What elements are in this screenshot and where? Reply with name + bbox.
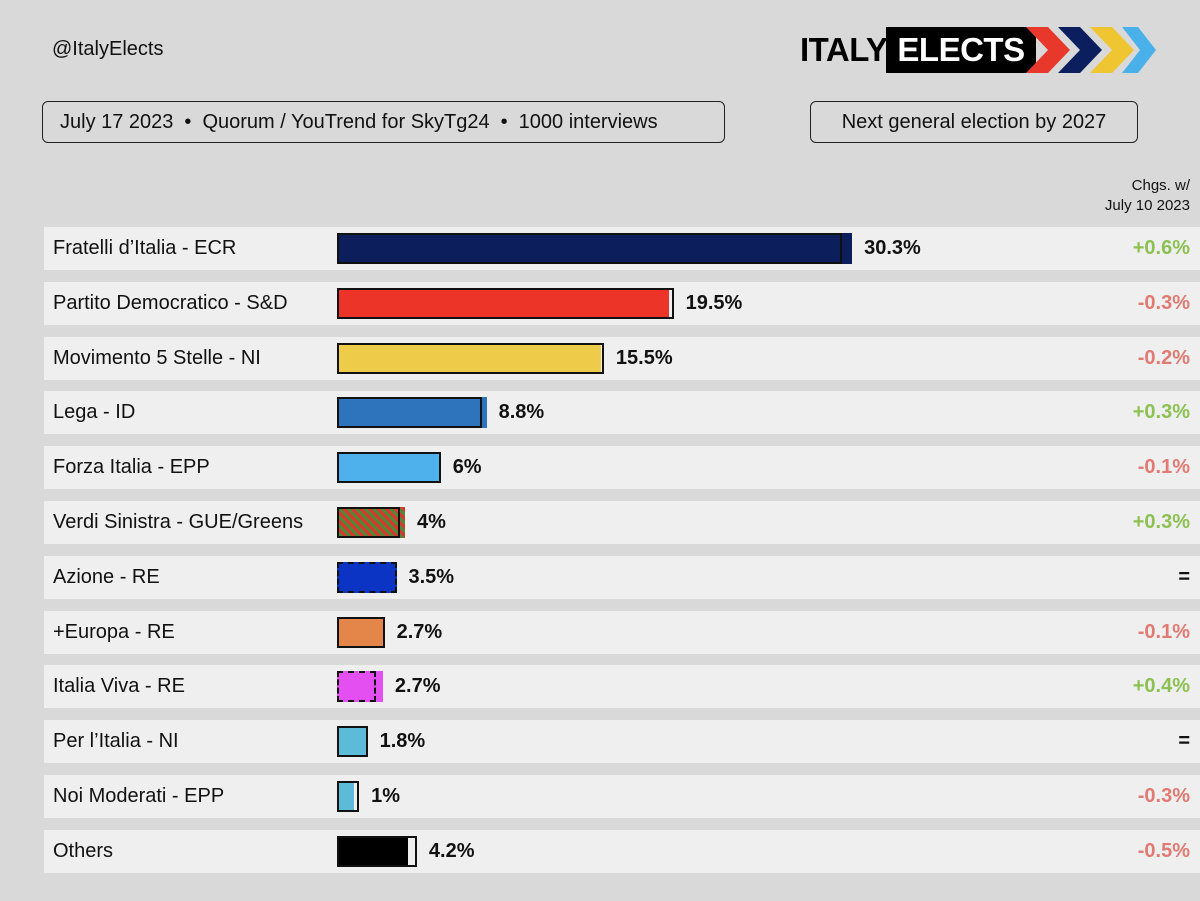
previous-value-outline xyxy=(337,835,417,867)
poll-info-box: July 17 2023 • Quorum / YouTrend for Sky… xyxy=(42,101,725,143)
bar-others xyxy=(337,835,409,867)
previous-value-outline xyxy=(337,561,397,593)
value-label: 1% xyxy=(371,785,400,807)
separator-dot: • xyxy=(500,110,508,133)
bar-movimento-5-stelle-ni xyxy=(337,342,601,374)
party-label: Movimento 5 Stelle - NI xyxy=(53,346,261,369)
party-label: Per l’Italia - NI xyxy=(53,730,179,753)
change-value: = xyxy=(1178,730,1190,753)
previous-value-outline xyxy=(337,452,441,484)
value-label: 2.7% xyxy=(396,620,443,643)
previous-value-outline xyxy=(337,287,674,319)
change-value: -0.2% xyxy=(1137,346,1190,369)
previous-value-outline xyxy=(337,616,385,648)
changes-header-line2: July 10 2023 xyxy=(1104,197,1190,214)
previous-value-outline xyxy=(337,781,360,812)
party-label: Lega - ID xyxy=(53,401,136,424)
bar-noi-moderati-epp xyxy=(337,781,354,812)
party-label: Forza Italia - EPP xyxy=(53,456,210,479)
bar-forza-italia-epp xyxy=(337,452,439,484)
twitter-handle: @ItalyElects xyxy=(52,38,164,60)
change-value: +0.6% xyxy=(1132,237,1190,259)
previous-value-outline xyxy=(337,507,400,538)
previous-value-outline xyxy=(337,671,377,703)
party-row-noi-moderati-epp: Noi Moderati - EPP 1% -0.3% xyxy=(44,775,1200,818)
party-row-lega-id: Lega - ID 8.8% +0.3% xyxy=(44,391,1200,435)
previous-value-outline xyxy=(337,726,368,758)
bar-verdi-sinistra-gue-greens xyxy=(337,507,405,538)
party-row-movimento-5-stelle-ni: Movimento 5 Stelle - NI 15.5% -0.2% xyxy=(44,336,1200,380)
previous-value-outline xyxy=(337,342,604,374)
value-label: 15.5% xyxy=(615,346,673,369)
bar-lega-id xyxy=(337,397,487,429)
value-label: 4% xyxy=(417,511,446,533)
change-value: -0.1% xyxy=(1137,620,1190,643)
change-value: +0.3% xyxy=(1132,401,1190,424)
party-row-others: Others 4.2% -0.5% xyxy=(44,829,1200,873)
party-label: +Europa - RE xyxy=(53,620,175,643)
change-value: -0.3% xyxy=(1137,291,1190,314)
bar-fratelli-d-italia-ecr xyxy=(337,233,853,264)
value-label: 1.8% xyxy=(379,730,426,753)
change-value: -0.3% xyxy=(1137,785,1190,807)
party-label: Azione - RE xyxy=(53,565,160,588)
change-value: +0.3% xyxy=(1132,511,1190,533)
logo-chevrons-icon xyxy=(1026,27,1156,73)
bar-azione-re xyxy=(337,561,397,593)
previous-value-outline xyxy=(337,397,482,429)
bar-europa-re xyxy=(337,616,383,648)
change-value: -0.5% xyxy=(1137,839,1190,862)
pollster: Quorum / YouTrend for SkyTg24 xyxy=(202,110,490,133)
party-row-fratelli-d-italia-ecr: Fratelli d’Italia - ECR 30.3% +0.6% xyxy=(44,227,1200,270)
value-label: 8.8% xyxy=(498,401,545,424)
separator-dot: • xyxy=(184,110,192,133)
logo-elects-text: ELECTS xyxy=(886,27,1036,73)
party-row-per-l-italia-ni: Per l’Italia - NI 1.8% = xyxy=(44,720,1200,764)
bar-per-l-italia-ni xyxy=(337,726,368,758)
party-label: Noi Moderati - EPP xyxy=(53,785,225,807)
party-label: Partito Democratico - S&D xyxy=(53,291,288,314)
party-label: Italia Viva - RE xyxy=(53,675,185,698)
italy-elects-logo: ITALY ELECTS xyxy=(800,27,1160,73)
party-row-azione-re: Azione - RE 3.5% = xyxy=(44,555,1200,599)
party-row-forza-italia-epp: Forza Italia - EPP 6% -0.1% xyxy=(44,446,1200,490)
change-value: +0.4% xyxy=(1132,675,1190,698)
poll-date: July 17 2023 xyxy=(60,110,174,133)
next-election-box: Next general election by 2027 xyxy=(810,101,1138,143)
value-label: 19.5% xyxy=(685,291,743,314)
value-label: 3.5% xyxy=(408,565,455,588)
bar-partito-democratico-s-d xyxy=(337,287,669,319)
party-label: Verdi Sinistra - GUE/Greens xyxy=(53,511,304,533)
party-label: Others xyxy=(53,839,114,862)
value-label: 30.3% xyxy=(864,237,921,259)
change-value: = xyxy=(1178,565,1190,588)
changes-header-line1: Chgs. w/ xyxy=(1131,177,1190,194)
next-election-text: Next general election by 2027 xyxy=(841,110,1107,133)
party-row-verdi-sinistra-gue-greens: Verdi Sinistra - GUE/Greens 4% +0.3% xyxy=(44,501,1200,544)
sample-size: 1000 interviews xyxy=(518,110,658,133)
previous-value-outline xyxy=(337,233,842,264)
logo-italy-text: ITALY xyxy=(800,31,888,68)
party-row-italia-viva-re: Italia Viva - RE 2.7% +0.4% xyxy=(44,665,1200,709)
value-label: 6% xyxy=(452,456,482,479)
party-label: Fratelli d’Italia - ECR xyxy=(53,237,237,259)
party-row-europa-re: +Europa - RE 2.7% -0.1% xyxy=(44,610,1200,654)
changes-column-header: Chgs. w/ July 10 2023 xyxy=(1105,176,1190,216)
value-label: 4.2% xyxy=(428,839,475,862)
value-label: 2.7% xyxy=(394,675,441,698)
party-row-partito-democratico-s-d: Partito Democratico - S&D 19.5% -0.3% xyxy=(44,281,1200,325)
change-value: -0.1% xyxy=(1137,456,1190,479)
